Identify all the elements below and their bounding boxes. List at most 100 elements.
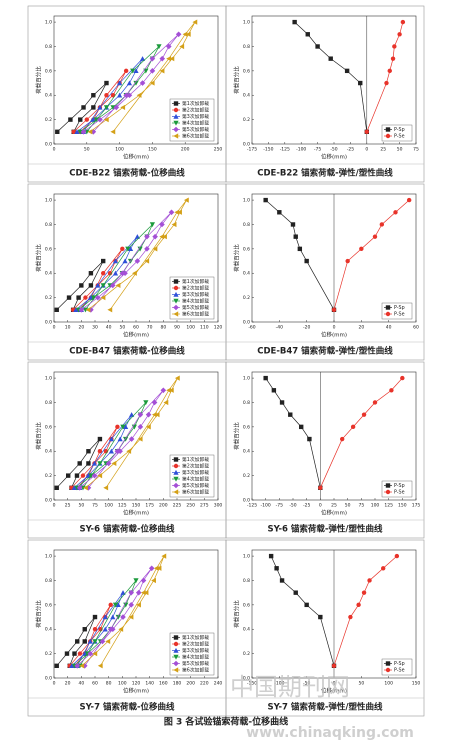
data-point bbox=[358, 80, 363, 86]
chart-caption: CDE-B22 锚索荷载-位移曲线 bbox=[69, 168, 185, 179]
panel-border bbox=[27, 5, 227, 183]
x-tick-label: 220 bbox=[200, 681, 209, 687]
series-line bbox=[333, 199, 410, 310]
series-line bbox=[69, 604, 112, 667]
data-point bbox=[161, 553, 167, 559]
legend-label: 第4次加卸载 bbox=[182, 476, 209, 483]
data-point bbox=[144, 246, 150, 252]
x-tick-label: 0 bbox=[53, 147, 56, 153]
x-tick-label: -60 bbox=[248, 325, 255, 331]
x-axis-label: 位移(mm) bbox=[321, 687, 347, 695]
x-tick-label: 70 bbox=[147, 325, 153, 331]
y-tick-label: 0.0 bbox=[243, 320, 250, 326]
data-point bbox=[128, 589, 135, 596]
x-tick-label: 50 bbox=[397, 147, 403, 153]
data-point bbox=[359, 246, 364, 252]
y-tick-label: 0.0 bbox=[243, 498, 250, 504]
legend-marker bbox=[173, 667, 179, 673]
x-tick-label: 25 bbox=[331, 503, 337, 509]
data-point bbox=[305, 32, 310, 37]
x-tick-label: 20 bbox=[65, 681, 71, 687]
data-point bbox=[162, 234, 167, 240]
data-point bbox=[112, 258, 119, 264]
x-tick-label: -100 bbox=[261, 503, 271, 509]
data-point bbox=[117, 92, 123, 98]
data-point bbox=[110, 129, 116, 135]
data-point bbox=[79, 283, 84, 288]
y-tick-label: 0.4 bbox=[45, 627, 52, 633]
legend-label: 第2次加卸载 bbox=[182, 285, 209, 292]
y-tick-label: 0.0 bbox=[45, 676, 52, 682]
data-point bbox=[94, 294, 101, 301]
y-tick-label: 0.6 bbox=[243, 246, 250, 252]
data-point bbox=[151, 412, 157, 418]
y-tick-label: 0.2 bbox=[45, 117, 52, 123]
data-point bbox=[97, 449, 103, 454]
data-point bbox=[125, 246, 131, 252]
data-point bbox=[379, 222, 385, 227]
legend-label: 第6次加卸载 bbox=[182, 311, 209, 318]
data-point bbox=[110, 105, 116, 111]
legend-label: 第1次加卸载 bbox=[182, 456, 209, 463]
y-axis-label: 荷载百分比 bbox=[233, 422, 241, 450]
data-point bbox=[304, 602, 309, 608]
data-point bbox=[263, 375, 268, 381]
data-point bbox=[340, 436, 345, 442]
series-line bbox=[294, 21, 368, 132]
data-point bbox=[279, 400, 285, 405]
legend-marker bbox=[173, 647, 179, 653]
data-point bbox=[108, 436, 114, 442]
series-line bbox=[76, 568, 153, 667]
data-point bbox=[55, 129, 60, 135]
data-point bbox=[90, 129, 97, 135]
data-point bbox=[144, 233, 150, 240]
x-tick-label: 160 bbox=[159, 681, 168, 687]
data-point bbox=[132, 270, 137, 276]
data-point bbox=[171, 221, 177, 228]
series-line bbox=[71, 426, 118, 489]
data-point bbox=[76, 485, 83, 491]
data-point bbox=[91, 93, 96, 98]
x-tick-label: 80 bbox=[160, 325, 166, 331]
legend-label: 第4次加卸载 bbox=[182, 298, 209, 305]
legend-marker bbox=[173, 457, 179, 462]
legend-marker bbox=[385, 311, 391, 317]
data-point bbox=[145, 424, 151, 430]
data-point bbox=[159, 68, 165, 74]
data-point bbox=[80, 485, 86, 491]
legend-label: 第3次加卸载 bbox=[182, 291, 209, 298]
legend-marker bbox=[173, 660, 179, 667]
data-point bbox=[74, 473, 80, 478]
x-tick-label: 0 bbox=[333, 325, 336, 331]
data-point bbox=[331, 663, 337, 669]
x-tick-label: 100 bbox=[118, 681, 127, 687]
data-point bbox=[381, 566, 386, 571]
legend-label: 第3次加卸载 bbox=[182, 469, 209, 476]
x-tick-label: 0 bbox=[53, 681, 56, 687]
data-point bbox=[78, 307, 85, 313]
data-point bbox=[151, 577, 156, 584]
y-tick-label: 0.8 bbox=[45, 400, 52, 406]
data-point bbox=[140, 577, 147, 584]
data-point bbox=[108, 602, 113, 608]
data-point bbox=[97, 461, 103, 467]
x-tick-label: 50 bbox=[358, 681, 364, 687]
data-point bbox=[71, 485, 77, 491]
x-tick-label: 125 bbox=[384, 503, 393, 509]
x-tick-label: -125 bbox=[247, 503, 257, 509]
data-point bbox=[66, 295, 72, 300]
data-point bbox=[137, 246, 143, 252]
data-point bbox=[102, 626, 108, 632]
data-point bbox=[84, 129, 90, 135]
data-point bbox=[103, 105, 110, 111]
data-point bbox=[104, 80, 109, 86]
legend-marker bbox=[173, 107, 179, 113]
data-point bbox=[307, 436, 312, 442]
x-tick-label: -100 bbox=[274, 681, 284, 687]
legend-marker bbox=[173, 133, 179, 139]
data-point bbox=[279, 578, 285, 583]
y-tick-label: 1.0 bbox=[45, 198, 52, 204]
data-point bbox=[290, 222, 296, 227]
data-point bbox=[97, 663, 103, 669]
y-tick-label: 0.0 bbox=[45, 142, 52, 148]
